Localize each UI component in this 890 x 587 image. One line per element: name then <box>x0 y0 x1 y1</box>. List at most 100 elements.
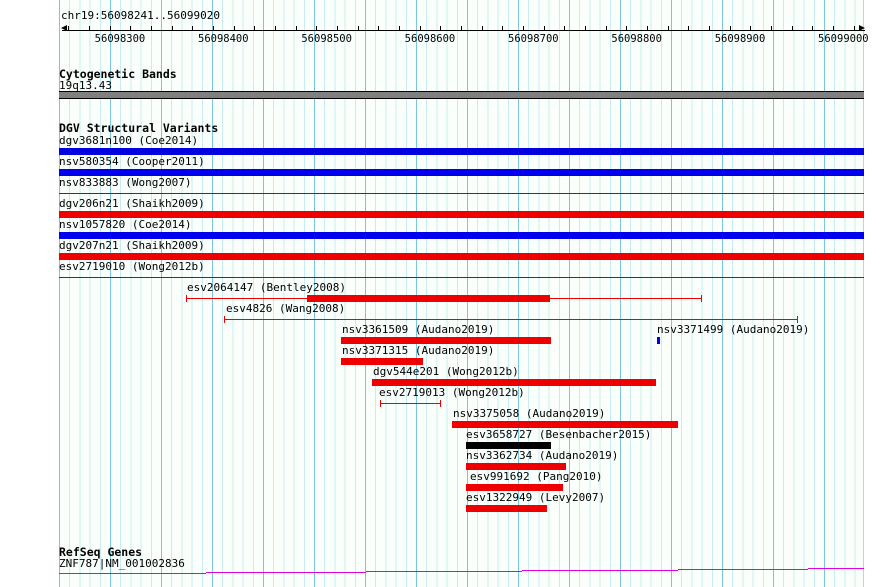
variant-whisker-cap-right <box>440 400 441 407</box>
feature-label[interactable]: esv1322949 (Levy2007) <box>466 491 606 504</box>
ruler-tick-minor <box>110 26 111 31</box>
ruler-tick-minor <box>812 26 813 31</box>
ruler-tick-minor <box>234 26 235 31</box>
gene-model-segment[interactable] <box>812 568 864 569</box>
arrow-right-icon <box>859 25 865 31</box>
feature-label[interactable]: esv4826 (Wang2008) <box>226 302 346 315</box>
ruler-tick-minor <box>626 26 627 31</box>
gene-model-segment[interactable] <box>370 571 522 572</box>
feature-label[interactable]: dgv544e201 (Wong2012b) <box>373 365 519 378</box>
feature-label[interactable]: nsv833883 (Wong2007) <box>59 176 192 189</box>
feature-label[interactable]: esv2719013 (Wong2012b) <box>379 386 525 399</box>
ruler-tick-label: 56098500 <box>301 33 352 45</box>
variant-whisker-line[interactable] <box>380 403 440 404</box>
feature-label[interactable]: nsv580354 (Cooper2011) <box>59 155 205 168</box>
variant-bar[interactable] <box>466 463 566 470</box>
variant-bar[interactable] <box>307 295 550 302</box>
feature-label[interactable]: esv3658727 (Besenbacher2015) <box>466 428 652 441</box>
ruler-tick-minor <box>461 26 462 31</box>
ruler-tick-minor <box>668 26 669 31</box>
gene-model-segment[interactable] <box>808 568 812 569</box>
variant-bar[interactable] <box>372 379 656 386</box>
variant-bar[interactable] <box>59 253 864 260</box>
feature-label[interactable]: dgv206n21 (Shaikh2009) <box>59 197 205 210</box>
ruler-axis-line <box>62 30 865 31</box>
gene-model-segment[interactable] <box>206 572 210 573</box>
feature-label[interactable]: dgv207n21 (Shaikh2009) <box>59 239 205 252</box>
variant-bar[interactable] <box>466 505 547 512</box>
plot-background-grid <box>59 0 864 587</box>
gene-model-segment[interactable] <box>522 570 526 571</box>
ruler-tick-minor <box>647 26 648 31</box>
ruler-tick-label: 56098800 <box>611 33 662 45</box>
ruler-tick-minor <box>606 26 607 31</box>
feature-label[interactable]: nsv1057820 (Coe2014) <box>59 218 192 231</box>
gene-model-segment[interactable] <box>210 572 366 573</box>
variant-bar[interactable] <box>59 232 864 239</box>
feature-label[interactable]: nsv3371499 (Audano2019) <box>657 323 810 336</box>
ruler-tick-label: 56098600 <box>404 33 456 45</box>
feature-label[interactable]: nsv3362734 (Audano2019) <box>466 449 619 462</box>
locus-coordinate-label: chr19:56098241..56099020 <box>61 9 220 22</box>
feature-label[interactable]: esv991692 (Pang2010) <box>470 470 603 483</box>
feature-label[interactable]: esv2719010 (Wong2012b) <box>59 260 205 273</box>
feature-label[interactable]: dgv3681n100 (Coe2014) <box>59 134 199 147</box>
ruler-tick-minor <box>854 26 855 31</box>
ruler-tick-minor <box>420 26 421 31</box>
variant-whisker-cap-left <box>186 295 187 302</box>
ruler-tick-label: 56098300 <box>94 33 146 45</box>
variant-line[interactable] <box>59 193 864 194</box>
ruler-tick-minor <box>833 26 834 31</box>
variant-bar[interactable] <box>59 169 864 176</box>
ruler-tick-label: 56098400 <box>198 33 249 45</box>
feature-label[interactable]: nsv3371315 (Audano2019) <box>342 344 495 357</box>
ruler-tick-minor <box>750 26 751 31</box>
variant-line[interactable] <box>59 277 864 278</box>
ruler-tick-minor <box>440 26 441 31</box>
ruler-tick-minor <box>771 26 772 31</box>
ruler-tick-minor <box>399 26 400 31</box>
ruler-tick-minor <box>688 26 689 31</box>
variant-bar[interactable] <box>452 421 678 428</box>
variant-bar[interactable] <box>466 442 551 449</box>
ruler-tick-minor <box>213 26 214 31</box>
ruler-tick-minor <box>502 26 503 31</box>
ruler-tick-minor <box>296 26 297 31</box>
gene-model-segment[interactable] <box>682 569 808 570</box>
ruler-tick-minor <box>564 26 565 31</box>
ruler-tick-minor <box>192 26 193 31</box>
variant-bar[interactable] <box>341 337 551 344</box>
ruler-tick-minor <box>275 26 276 31</box>
variant-bar[interactable] <box>59 148 864 155</box>
cytoband-bar[interactable] <box>59 91 864 99</box>
ruler-tick-minor <box>482 26 483 31</box>
variant-bar[interactable] <box>59 211 864 218</box>
variant-bar[interactable] <box>466 484 563 491</box>
feature-label[interactable]: nsv3361509 (Audano2019) <box>342 323 495 336</box>
feature-label[interactable]: nsv3375058 (Audano2019) <box>453 407 606 420</box>
ruler-tick-minor <box>544 26 545 31</box>
variant-bar[interactable] <box>341 358 423 365</box>
feature-label[interactable]: 19q13.43 <box>59 79 112 92</box>
feature-label[interactable]: esv2064147 (Bentley2008) <box>187 281 346 294</box>
ruler-tick-minor <box>89 26 90 31</box>
ruler-tick-minor <box>172 26 173 31</box>
ruler-tick-label: 56098700 <box>508 33 559 45</box>
ruler-tick-minor <box>151 26 152 31</box>
feature-label[interactable]: ZNF787|NM_001002836 <box>59 557 185 570</box>
gene-model-segment[interactable] <box>59 573 206 574</box>
gene-model-segment[interactable] <box>526 570 678 571</box>
variant-whisker-line[interactable] <box>224 319 797 320</box>
gene-model-segment[interactable] <box>366 571 370 572</box>
variant-whisker-cap-right <box>797 316 798 323</box>
ruler-tick-minor <box>358 26 359 31</box>
ruler-tick-minor <box>709 26 710 31</box>
gene-model-segment[interactable] <box>678 569 682 570</box>
ruler-tick-minor <box>337 26 338 31</box>
track-title: DGV Structural Variants <box>59 121 219 135</box>
variant-bar[interactable] <box>657 337 660 344</box>
variant-whisker-cap-left <box>380 400 381 407</box>
ruler-tick-label: 56099000 <box>818 33 869 45</box>
ruler-tick-minor <box>378 26 379 31</box>
